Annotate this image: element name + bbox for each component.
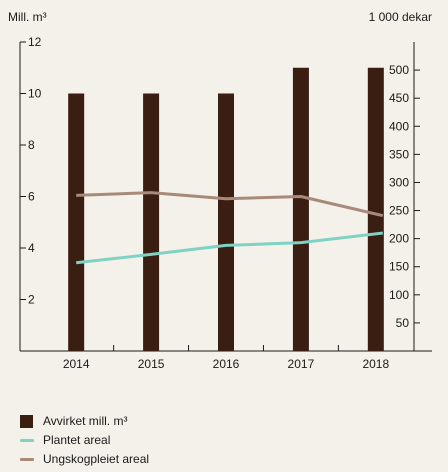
bar [68, 93, 85, 351]
left-tick-label: 4 [28, 241, 35, 255]
left-axis-unit: Mill. m³ [8, 10, 47, 24]
right-tick-label: 250 [389, 204, 409, 218]
plot-area: 2 4 6 8 10 12 50 100 150 200 250 300 350 400 450 500 201… [19, 35, 432, 371]
x-tick-label: 2018 [362, 357, 389, 371]
series-line [76, 231, 383, 265]
x-tick-label: 2016 [213, 357, 240, 371]
right-tick-label: 500 [389, 63, 409, 77]
bar [292, 67, 309, 351]
x-tick-label: 2017 [288, 357, 315, 371]
legend-swatch-line [20, 438, 34, 442]
legend-swatch-line [20, 457, 34, 461]
right-tick-label: 350 [389, 147, 409, 161]
legend: Avvirket mill. m³ Plantet areal Ungskogp… [20, 412, 149, 469]
legend-swatch-bar [20, 414, 33, 428]
right-tick-label: 450 [389, 91, 409, 105]
legend-label-avvirket: Avvirket mill. m³ [43, 414, 128, 428]
left-tick-label: 10 [28, 87, 42, 101]
right-tick-label: 50 [396, 316, 410, 330]
legend-item-plantet: Plantet areal [20, 431, 149, 449]
left-tick-label: 12 [28, 35, 42, 49]
bar [367, 67, 384, 351]
right-tick-label: 400 [389, 119, 409, 133]
x-tick-label: 2014 [63, 357, 90, 371]
right-tick-label: 100 [389, 288, 409, 302]
right-tick-label: 150 [389, 260, 409, 274]
left-tick-label: 2 [28, 293, 35, 307]
right-tick-label: 300 [389, 175, 409, 189]
x-tick-label: 2015 [138, 357, 165, 371]
legend-label-plantet: Plantet areal [43, 433, 111, 447]
legend-item-avvirket: Avvirket mill. m³ [20, 412, 149, 430]
bar [143, 93, 160, 351]
bar [218, 93, 234, 351]
left-tick-label: 6 [28, 190, 35, 204]
legend-item-ungskog: Ungskogpleiet areal [20, 450, 149, 468]
left-tick-label: 8 [28, 138, 35, 152]
chart: Mill. m³ 1 000 dekar 2 4 6 8 10 12 50 100 150 200… [8, 10, 432, 371]
series-line [76, 191, 384, 218]
right-tick-label: 200 [389, 232, 409, 246]
right-axis-unit: 1 000 dekar [369, 10, 432, 24]
legend-label-ungskog: Ungskogpleiet areal [43, 452, 150, 466]
